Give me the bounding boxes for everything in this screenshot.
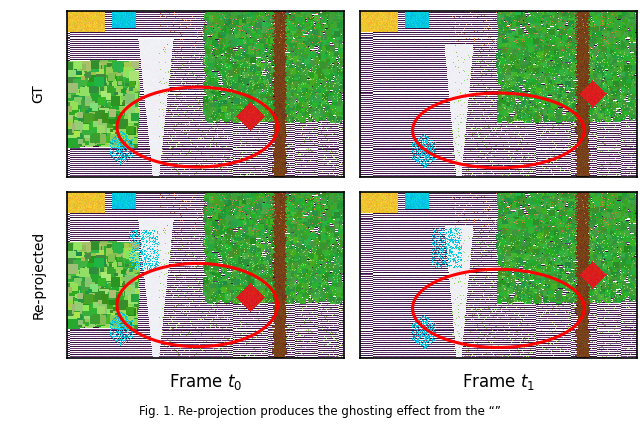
- Text: GT: GT: [31, 84, 45, 103]
- Text: Fig. 1. Re-projection produces the ghosting effect from the “”: Fig. 1. Re-projection produces the ghost…: [139, 404, 501, 418]
- Text: Frame $t_0$: Frame $t_0$: [169, 371, 243, 392]
- Text: Frame $t_1$: Frame $t_1$: [462, 371, 535, 392]
- Text: Re-projected: Re-projected: [31, 231, 45, 319]
